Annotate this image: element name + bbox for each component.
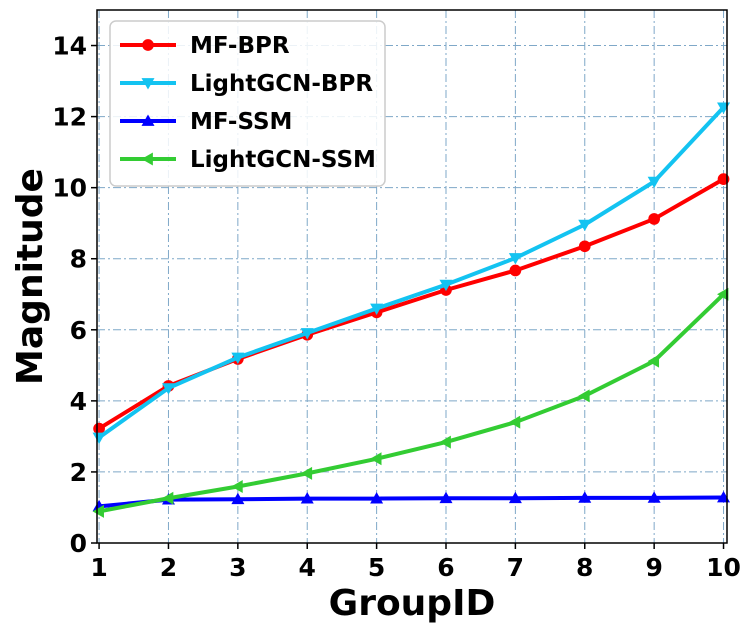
data-point-mf-bpr xyxy=(578,240,591,253)
legend: MF-BPR LightGCN-BPR MF-SSM LightGCN-SSM xyxy=(109,20,386,187)
data-point-lightgcn-ssm xyxy=(161,491,174,505)
series-lightgcn-ssm xyxy=(92,287,729,518)
x-tick-label: 7 xyxy=(507,553,524,582)
x-tick-label: 2 xyxy=(160,553,177,582)
legend-marker-mf-bpr xyxy=(142,39,154,51)
legend-label-lightgcn-bpr: LightGCN-BPR xyxy=(190,71,373,97)
data-point-mf-ssm xyxy=(370,492,384,504)
data-point-lightgcn-bpr xyxy=(300,328,314,340)
legend-marker-mf-ssm xyxy=(141,114,155,126)
plot-frame xyxy=(96,9,728,544)
y-tick-label: 2 xyxy=(70,458,87,487)
legend-label-mf-ssm: MF-SSM xyxy=(190,109,292,135)
data-point-lightgcn-ssm xyxy=(231,480,243,494)
legend-box xyxy=(109,20,386,187)
legend-item-mf-bpr: MF-BPR xyxy=(120,33,290,59)
x-tick-label: 6 xyxy=(437,553,454,582)
data-point-lightgcn-ssm xyxy=(647,354,660,368)
y-axis-title: Magnitude xyxy=(10,168,51,385)
data-point-mf-ssm xyxy=(231,492,245,505)
x-tick-label: 9 xyxy=(645,553,662,582)
x-tick-label: 3 xyxy=(229,553,246,582)
x-axis-title: GroupID xyxy=(329,583,496,624)
data-point-lightgcn-ssm xyxy=(508,415,521,429)
data-point-lightgcn-bpr xyxy=(647,176,661,189)
data-point-lightgcn-ssm xyxy=(92,504,104,518)
series-line-mf-bpr xyxy=(98,177,725,431)
data-point-mf-ssm xyxy=(439,491,453,504)
series-mf-bpr xyxy=(93,173,730,435)
data-point-lightgcn-ssm xyxy=(717,287,729,301)
series-lightgcn-bpr xyxy=(92,102,731,444)
legend-label-mf-bpr: MF-BPR xyxy=(190,33,290,59)
y-tick-label: 12 xyxy=(52,103,87,132)
grid-lines xyxy=(97,10,727,544)
series-line-lightgcn-ssm xyxy=(98,292,725,514)
legend-item-mf-ssm: MF-SSM xyxy=(120,109,292,135)
data-point-lightgcn-bpr xyxy=(508,253,522,265)
x-tick-label: 1 xyxy=(90,553,107,582)
data-point-lightgcn-ssm xyxy=(370,452,382,466)
legend-marker-lightgcn-bpr xyxy=(141,78,155,90)
legend-label-lightgcn-ssm: LightGCN-SSM xyxy=(190,147,376,173)
y-tick-label: 0 xyxy=(70,529,87,558)
data-point-mf-ssm xyxy=(578,491,592,503)
data-point-mf-ssm xyxy=(508,491,522,504)
y-tick-label: 6 xyxy=(70,316,87,345)
data-point-lightgcn-bpr xyxy=(231,352,245,365)
data-point-mf-ssm xyxy=(300,492,314,504)
data-point-lightgcn-bpr xyxy=(370,303,384,315)
series-mf-ssm xyxy=(92,491,731,512)
data-point-mf-bpr xyxy=(509,264,522,277)
y-tick-label: 10 xyxy=(52,174,87,203)
x-tick-label: 10 xyxy=(706,553,741,582)
data-point-lightgcn-bpr xyxy=(439,279,453,292)
legend-item-lightgcn-bpr: LightGCN-BPR xyxy=(120,71,373,97)
data-point-lightgcn-ssm xyxy=(578,389,590,403)
y-tick-label: 14 xyxy=(52,32,87,61)
series-layer xyxy=(92,102,731,518)
x-tick-label: 8 xyxy=(576,553,593,582)
data-point-mf-ssm xyxy=(647,491,661,503)
series-line-lightgcn-bpr xyxy=(97,105,725,440)
data-point-lightgcn-bpr xyxy=(92,432,106,444)
legend-marker-lightgcn-ssm xyxy=(141,152,153,166)
data-point-mf-bpr xyxy=(93,422,105,435)
data-point-lightgcn-bpr xyxy=(161,383,175,395)
data-point-lightgcn-bpr xyxy=(578,219,592,232)
x-tick-label: 5 xyxy=(368,553,385,582)
x-tick-label: 4 xyxy=(299,553,316,582)
data-point-lightgcn-ssm xyxy=(300,466,313,480)
data-point-lightgcn-ssm xyxy=(439,435,451,449)
y-tick-label: 4 xyxy=(70,387,87,416)
y-tick-label: 8 xyxy=(70,245,87,274)
data-point-mf-bpr xyxy=(648,213,660,225)
legend-item-lightgcn-ssm: LightGCN-SSM xyxy=(120,147,376,173)
series-line-mf-ssm xyxy=(98,495,724,509)
